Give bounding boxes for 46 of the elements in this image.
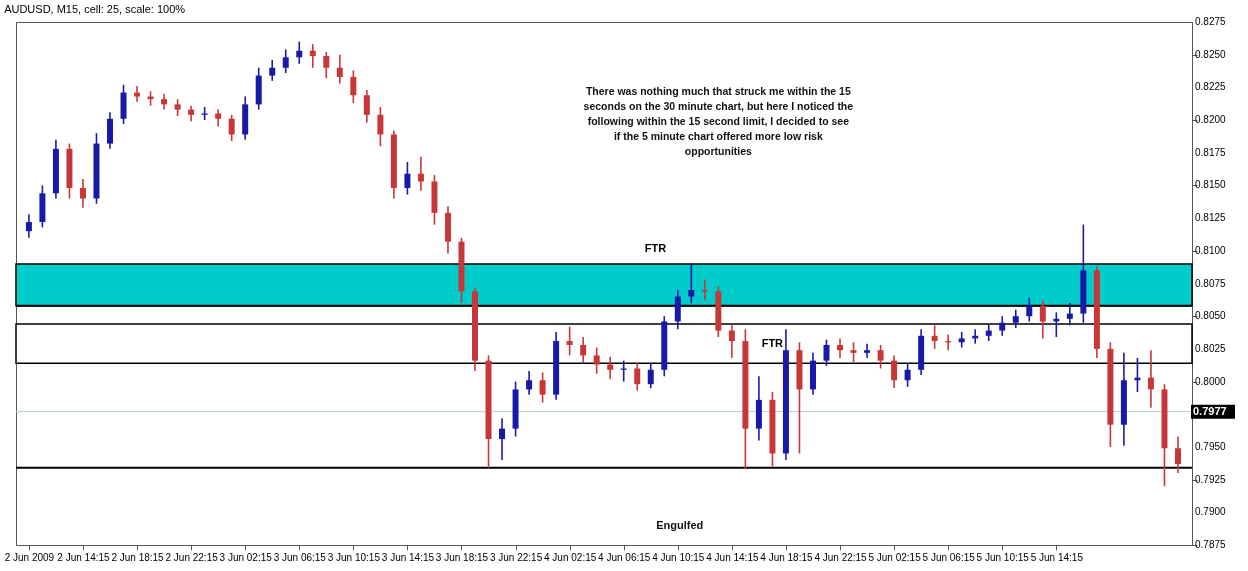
x-tick-label: 3 Jun 02:15 bbox=[219, 551, 273, 563]
x-tick-label: 3 Jun 10:15 bbox=[327, 551, 381, 563]
x-tick-label: 2 Jun 22:15 bbox=[165, 551, 219, 563]
x-tick-label: 2 Jun 2009 bbox=[4, 551, 55, 563]
y-tick-label: 0.7900 bbox=[1195, 506, 1227, 518]
x-tick-label: 4 Jun 10:15 bbox=[652, 551, 705, 563]
candlestick bbox=[620, 359, 627, 383]
candlestick bbox=[850, 341, 857, 363]
x-tick-label: 2 Jun 18:15 bbox=[111, 551, 165, 563]
y-tick-label: 0.7875 bbox=[1195, 539, 1227, 550]
x-tick-label: 3 Jun 14:15 bbox=[381, 551, 435, 563]
y-tick-label: 0.7950 bbox=[1195, 440, 1227, 452]
y-tick-label: 0.7925 bbox=[1195, 473, 1227, 485]
y-tick-label: 0.8050 bbox=[1195, 310, 1227, 322]
x-tick-label: 4 Jun 06:15 bbox=[598, 551, 651, 563]
annotation: Engulfed bbox=[656, 519, 704, 531]
y-tick-label: 0.8100 bbox=[1195, 244, 1227, 256]
annotation: There was nothing much that struck me within the 15 seconds on the 30 minute chart, but here I noticed the following within the 15 second limit, I decided to see if the 5 minute chart offered more low risk opportunities bbox=[583, 85, 854, 157]
x-tick-label: 5 Jun 02:15 bbox=[868, 551, 922, 563]
x-tick-label: 4 Jun 14:15 bbox=[706, 551, 759, 563]
y-tick-label: 0.8250 bbox=[1195, 48, 1227, 60]
y-tick-label: 0.8125 bbox=[1195, 212, 1227, 224]
y-tick-label: 0.8000 bbox=[1195, 375, 1227, 387]
chart-title: AUDUSD, M15, cell: 25, scale: 100% bbox=[4, 3, 186, 15]
x-tick-label: 5 Jun 06:15 bbox=[922, 551, 976, 563]
y-tick-label: 0.8150 bbox=[1195, 179, 1227, 191]
x-tick-label: 5 Jun 14:15 bbox=[1030, 551, 1084, 563]
x-tick-label: 4 Jun 02:15 bbox=[544, 551, 597, 563]
band-label: FTR bbox=[761, 336, 784, 349]
x-tick-label: 4 Jun 22:15 bbox=[814, 551, 868, 563]
candlestick bbox=[593, 346, 600, 375]
candlestick bbox=[688, 263, 695, 304]
x-tick-label: 3 Jun 18:15 bbox=[435, 551, 489, 563]
y-tick-label: 0.8025 bbox=[1195, 342, 1227, 354]
y-tick-label: 0.8225 bbox=[1195, 81, 1227, 93]
x-tick-label: 3 Jun 06:15 bbox=[273, 551, 327, 563]
band-label: FTR bbox=[644, 241, 667, 254]
y-tick-label: 0.8275 bbox=[1195, 16, 1227, 27]
y-tick-label: 0.8175 bbox=[1195, 146, 1227, 158]
x-tick-label: 4 Jun 18:15 bbox=[760, 551, 814, 563]
y-tick-label: 0.8075 bbox=[1195, 277, 1227, 289]
ref-line-label: 0.7977 bbox=[1193, 404, 1227, 417]
y-tick-label: 0.8200 bbox=[1195, 114, 1227, 126]
x-tick-label: 2 Jun 14:15 bbox=[57, 551, 111, 563]
x-tick-label: 5 Jun 10:15 bbox=[976, 551, 1030, 563]
x-tick-label: 3 Jun 22:15 bbox=[489, 551, 543, 563]
